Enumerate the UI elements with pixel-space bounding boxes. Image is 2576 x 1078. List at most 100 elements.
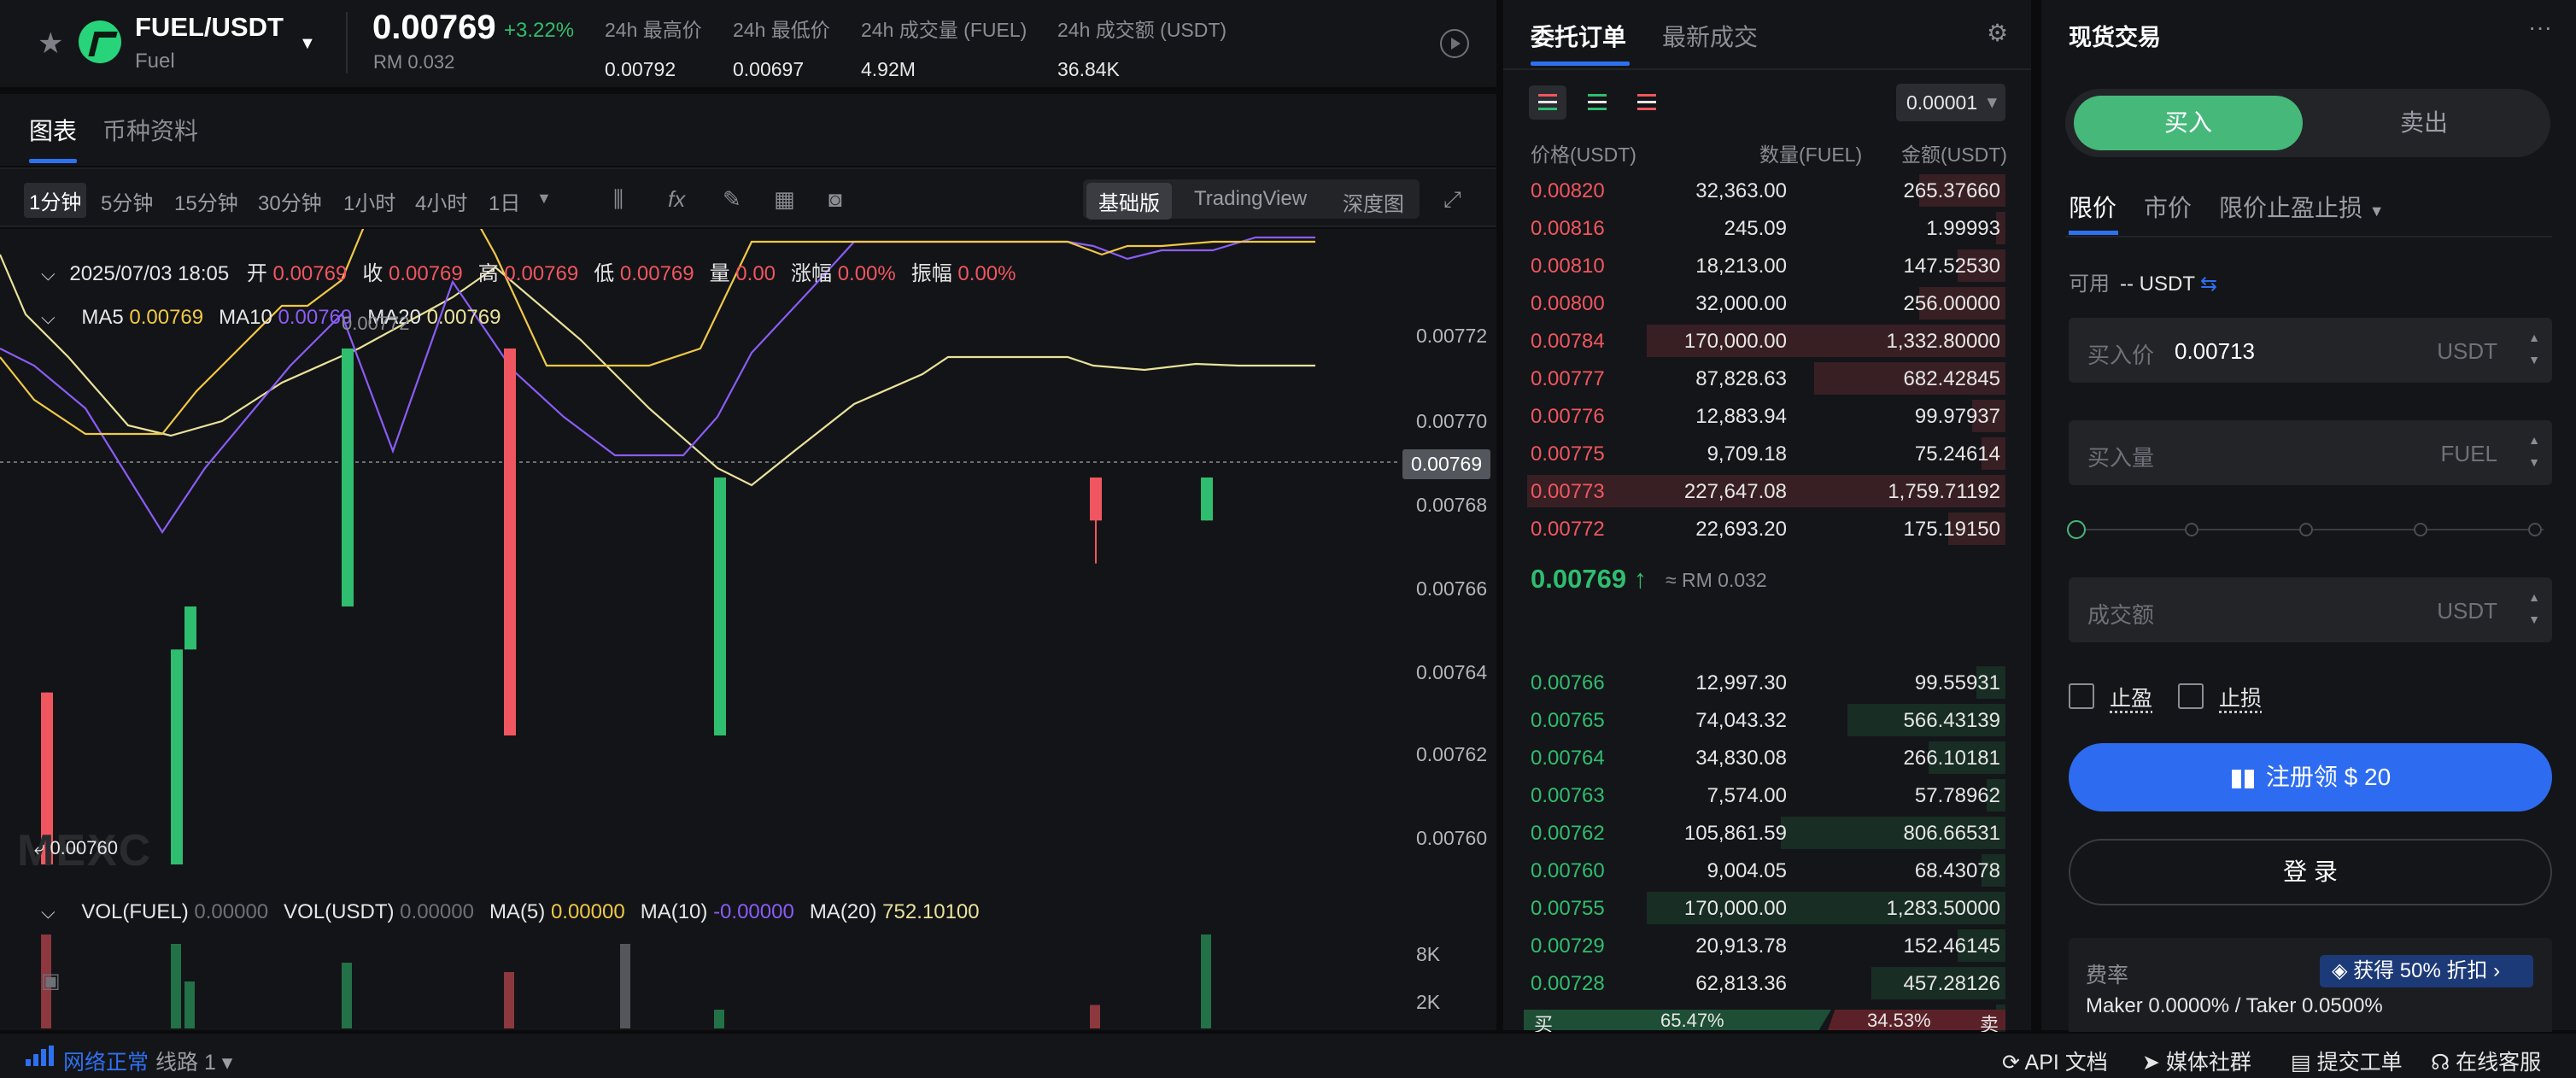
ask-row[interactable]: 0.00773 227,647.08 1,759.71192 [1503,473,2031,509]
ask-row[interactable]: 0.00816 245.09 1.99993 [1503,210,2031,246]
draw-pencil-icon[interactable]: ✎ [723,186,741,212]
view-asks-icon[interactable] [1628,85,1666,120]
fullscreen-icon[interactable]: ⤢ [1443,186,1461,212]
depth-bar [1947,513,2005,545]
legend-key: 涨幅 [791,262,838,285]
timeframe-15m[interactable]: 15分钟 [174,192,238,215]
login-button[interactable]: 登 录 [2069,839,2552,905]
row-total: 175.19150 [1903,518,2000,541]
bid-row[interactable]: 0.00729 20,913.78 152.46145 [1503,928,2031,964]
price-input[interactable]: 买入价 0.00713 USDT ▲ ▼ [2069,318,2552,383]
play-circle-icon[interactable] [1440,29,1469,58]
tab-latest-trades[interactable]: 最新成交 [1662,24,1759,50]
view-bids-icon[interactable] [1578,85,1616,120]
customer-service-link[interactable]: ☊ 在线客服 [2431,1051,2542,1075]
timeframe-1m[interactable]: 1分钟 [24,183,87,218]
legend-item: 振幅 0.00% [911,262,1016,285]
ask-row[interactable]: 0.00777 87,828.63 682.42845 [1503,360,2031,396]
ask-row[interactable]: 0.00800 32,000.00 256.00000 [1503,285,2031,321]
api-docs-link[interactable]: ⟳ API 文档 [2002,1051,2108,1075]
ratio-buy-label: 买 [1534,1014,1554,1035]
collapse-chevron-icon[interactable]: ⌵ [41,901,56,923]
community-link[interactable]: ➤ 媒体社群 [2142,1051,2251,1075]
legend-key: MA(20) [809,900,883,923]
kline-chart[interactable]: 0.00772 [0,163,1496,1030]
candle-type-icon[interactable]: ⫼ [613,186,624,212]
tab-chart[interactable]: 图表 [29,118,78,144]
bid-row[interactable]: 0.00728 62,813.36 457.28126 [1503,965,2031,1001]
sell-tab-button[interactable]: 卖出 [2399,109,2448,136]
route-select[interactable]: 线路 1 ▾ [155,1051,233,1075]
order-type-limit[interactable]: 限价 [2069,195,2117,221]
slider-step-75[interactable] [2414,523,2427,536]
favorite-star-icon[interactable]: ★ [38,27,64,60]
last-price: 0.00769 [372,9,496,46]
slider-step-25[interactable] [2185,523,2198,536]
bid-row[interactable]: 0.00760 9,004.05 68.43078 [1503,852,2031,888]
ask-row[interactable]: 0.00820 32,363.00 265.37660 [1503,173,2031,208]
view-both-icon[interactable] [1529,85,1566,120]
timeframe-1h[interactable]: 1小时 [343,192,396,215]
pair-dropdown-icon[interactable]: ▼ [299,34,316,53]
amount-input[interactable]: 买入量 FUEL ▲ ▼ [2069,420,2552,485]
slider-step-50[interactable] [2299,523,2313,536]
register-button[interactable]: 注册领 $ 20 [2069,743,2552,811]
price-stepper[interactable]: ▲ ▼ [2528,331,2540,366]
indicator-fx-icon[interactable]: fx [668,186,686,212]
collapse-chevron-icon[interactable]: ⌵ [41,263,56,284]
row-total: 806.66531 [1903,822,2000,845]
settings-sliders-icon[interactable]: ⚙ [1987,20,2009,46]
bid-row[interactable]: 0.00755 170,000.00 1,283.50000 [1503,890,2031,926]
transfer-icon[interactable]: ⇆ [2199,272,2218,296]
depth-bar [1986,779,2005,811]
calendar-icon[interactable]: ▣ [41,970,61,993]
tab-order-book[interactable]: 委托订单 [1531,24,1627,50]
view-tradingview[interactable]: TradingView [1194,187,1308,210]
pair-name[interactable]: FUEL/USDT [135,12,284,42]
timeframe-1d[interactable]: 1日 [489,192,521,215]
ask-row[interactable]: 0.00775 9,709.18 75.24614 [1503,436,2031,472]
timeframe-4h[interactable]: 4小时 [415,192,468,215]
volume-bar [184,981,195,1028]
total-input[interactable]: 成交额 USDT ▲ ▼ [2069,577,2552,642]
timeframe-5m[interactable]: 5分钟 [101,192,154,215]
depth-bar [1971,400,2005,432]
bid-row[interactable]: 0.00766 12,997.30 99.55931 [1503,665,2031,700]
precision-select[interactable]: 0.00001 [1896,84,2005,121]
submit-ticket-link[interactable]: ▤ 提交工单 [2291,1051,2403,1075]
order-type-stop-limit[interactable]: 限价止盈止损 ▼ [2219,195,2385,221]
ma-line-10 [0,236,1315,535]
document-icon: ▤ [2291,1051,2311,1075]
total-stepper[interactable]: ▲ ▼ [2528,590,2540,626]
row-total: 266.10181 [1903,747,2000,770]
volume-bar [342,963,352,1028]
bid-row[interactable]: 0.00764 34,830.08 266.10181 [1503,740,2031,776]
tab-coin-info[interactable]: 币种资料 [102,118,199,144]
row-amount: 9,004.05 [1707,859,1787,882]
bid-row[interactable]: 0.00765 74,043.32 566.43139 [1503,702,2031,738]
view-depth[interactable]: 深度图 [1343,193,1404,216]
stop-loss-checkbox[interactable] [2178,683,2204,709]
ask-row[interactable]: 0.00784 170,000.00 1,332.80000 [1503,323,2031,359]
slider-handle[interactable] [2067,520,2086,539]
ask-row[interactable]: 0.00772 22,693.20 175.19150 [1503,511,2031,547]
row-price: 0.00760 [1531,859,1605,882]
order-type-market[interactable]: 市价 [2144,195,2193,221]
camera-icon[interactable]: ◙ [828,186,842,212]
take-profit-checkbox[interactable] [2069,683,2094,709]
collapse-chevron-icon[interactable]: ⌵ [41,307,56,328]
timeframe-30m[interactable]: 30分钟 [258,192,322,215]
timeframe-dropdown-icon[interactable]: ▼ [536,190,552,207]
bid-row[interactable]: 0.00762 105,861.59 806.66531 [1503,815,2031,851]
ask-row[interactable]: 0.00810 18,213.00 147.52530 [1503,248,2031,284]
bid-row[interactable]: 0.00763 7,574.00 57.78962 [1503,777,2031,813]
header-divider [346,12,348,73]
buy-tab-button[interactable]: 买入 [2074,96,2303,150]
layout-grid-icon[interactable]: ▦ [774,186,795,212]
slider-step-100[interactable] [2528,523,2542,536]
discount-badge[interactable]: ◈ 获得 50% 折扣 › [2320,955,2533,987]
ask-row[interactable]: 0.00776 12,883.94 99.97937 [1503,398,2031,434]
more-options-icon[interactable]: ··· [2528,14,2552,40]
view-basic[interactable]: 基础版 [1086,183,1172,220]
amount-stepper[interactable]: ▲ ▼ [2528,433,2540,469]
